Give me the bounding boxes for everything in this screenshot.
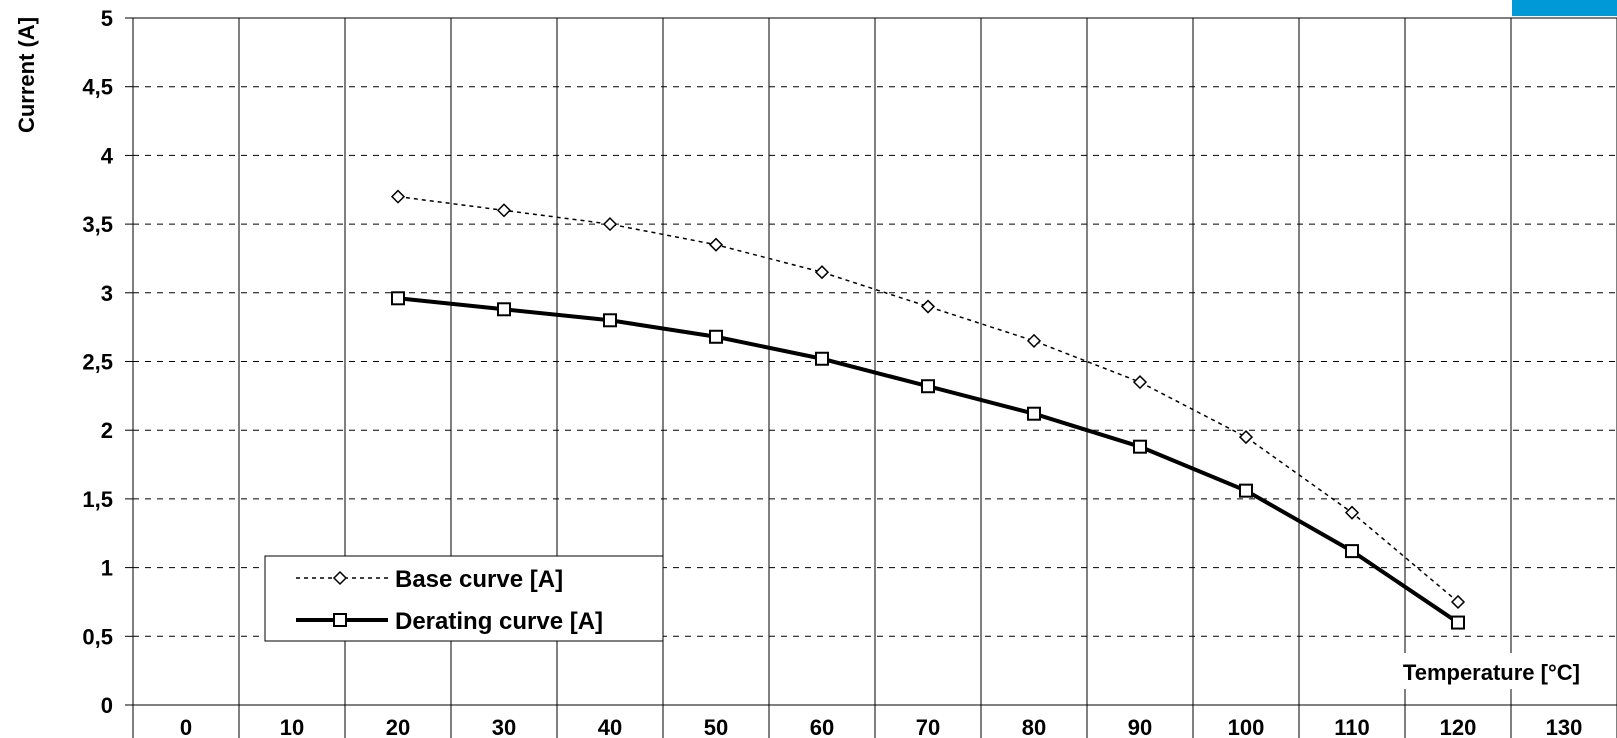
x-tick-label: 80 [1022,715,1046,738]
y-tick-label: 4,5 [82,75,113,100]
data-point [496,203,512,218]
data-point [333,613,347,627]
x-tick-label: 130 [1546,715,1583,738]
corner-accent [1512,0,1617,16]
data-point [602,217,618,232]
data-point [1239,483,1253,498]
xlabel-background [1364,653,1582,689]
series-line [397,195,1459,603]
data-point [603,313,617,328]
data-point [1026,333,1042,348]
data-point [1344,505,1360,520]
x-tick-label: 60 [810,715,834,738]
x-tick-label: 30 [492,715,516,738]
legend-item: Derating curve [A] [296,608,603,635]
y-tick-label: 0 [101,693,113,718]
x-tick-label: 40 [598,715,622,738]
data-point [921,379,935,394]
x-tick-label: 0 [180,715,192,738]
x-tick-label: 10 [280,715,304,738]
data-point [1451,615,1465,630]
tick-labels: 00,511,522,533,544,550 10 20 30 40 50 60 70 80 90… [82,6,1582,738]
legend-frame [264,555,664,642]
y-tick-label: 1,5 [82,487,113,512]
data-point [814,265,830,280]
y-tick-label: 2,5 [82,350,113,375]
y-axis-title: Current (A] [14,17,39,133]
data-point [1133,439,1147,454]
data-point [1027,406,1041,421]
data-point [708,237,724,252]
x-tick-label: 120 [1440,715,1477,738]
x-tick-label: 110 [1334,715,1370,738]
data-point [390,189,406,204]
data-point [920,299,936,314]
x-tick-label: 70 [916,715,940,738]
data-point [332,570,348,586]
legend [264,555,664,642]
x-tick-label: 50 [704,715,728,738]
data-point [1238,430,1254,445]
series-derating [391,291,1465,630]
y-tick-label: 1 [101,556,113,581]
data-point [709,329,723,344]
y-tick-label: 2 [101,418,113,443]
legend-items: Base curve [A] Derating curve [A] [296,566,603,635]
data-point [815,351,829,366]
y-tick-label: 5 [101,6,113,31]
data-point [1345,544,1359,559]
legend-label: Base curve [A] [395,566,563,593]
y-tick-label: 4 [101,143,114,168]
series-layer [390,189,1466,630]
x-axis-title: Temperature [°C] [1403,660,1580,685]
data-point [1132,375,1148,390]
data-point [497,302,511,317]
x-tick-label: 20 [386,715,410,738]
y-tick-label: 3,5 [82,212,113,237]
y-tick-label: 0,5 [82,624,113,649]
data-point [391,291,405,306]
legend-label: Derating curve [A] [395,608,603,635]
legend-item: Base curve [A] [296,566,563,593]
x-tick-label: 90 [1128,715,1152,738]
x-tick-label: 100 [1228,715,1265,738]
y-tick-label: 3 [101,281,113,306]
grid [125,17,1617,738]
data-point [1450,594,1466,610]
series-base [390,189,1466,610]
